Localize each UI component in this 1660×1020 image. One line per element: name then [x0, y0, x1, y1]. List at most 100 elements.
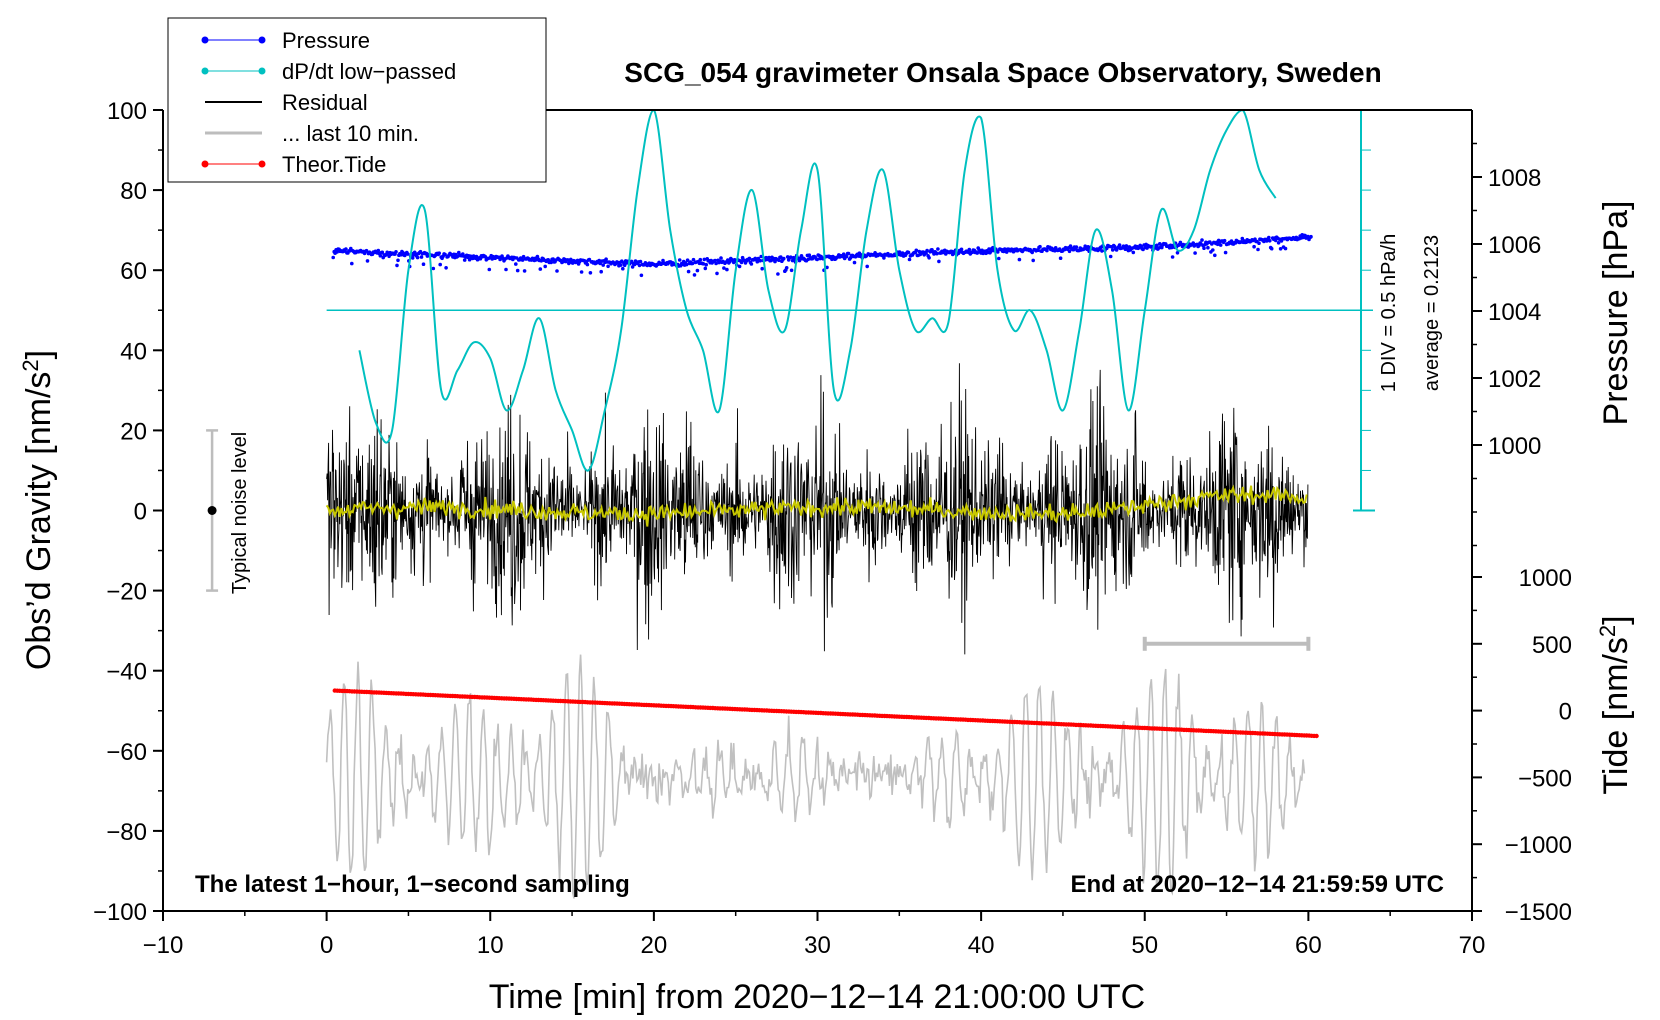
legend-label-pressure: Pressure — [282, 28, 370, 53]
pressure-point — [865, 264, 869, 269]
y-tick-label: 60 — [120, 258, 147, 285]
pressure-point — [462, 258, 467, 262]
pressure-point — [815, 257, 819, 262]
pressure-point — [1036, 248, 1040, 252]
tide-axis-title: Tide [nm/s2] — [1595, 615, 1635, 794]
pressure-point — [376, 248, 381, 253]
pressure-point — [410, 256, 415, 260]
pressure-point — [996, 250, 1000, 254]
pressure-point — [1030, 250, 1034, 255]
pressure-point — [1218, 243, 1223, 247]
pressure-point — [515, 268, 520, 273]
legend-item-last10: ... last 10 min. — [205, 121, 419, 146]
pressure-tick-label: 1002 — [1488, 366, 1541, 393]
pressure-point — [1278, 247, 1283, 251]
legend: Pressure dP/dt low−passed Residual ... l… — [167, 17, 547, 183]
pressure-point — [1193, 251, 1197, 255]
sampling-note: The latest 1−hour, 1−second sampling — [195, 871, 630, 898]
pressure-point — [395, 263, 399, 268]
y-tick-label: 40 — [120, 338, 147, 365]
pressure-point — [394, 250, 398, 254]
pressure-point — [1160, 245, 1164, 250]
pressure-point — [1257, 241, 1261, 245]
pressure-point — [419, 255, 424, 259]
y-tick-label: −100 — [93, 899, 147, 926]
pressure-point — [702, 257, 707, 262]
pressure-point — [1074, 245, 1079, 249]
tide-tick-label: 0 — [1559, 699, 1572, 726]
pressure-point — [597, 258, 601, 263]
pressure-point — [749, 262, 754, 266]
x-tick-label: 70 — [1459, 932, 1486, 959]
dpdt-curve — [358, 108, 1277, 472]
pressure-point — [331, 255, 336, 260]
pressure-point — [520, 258, 525, 262]
pressure-point — [789, 268, 794, 273]
x-tick-label: −10 — [143, 932, 184, 959]
pressure-point — [504, 267, 508, 272]
pressure-point — [421, 262, 426, 267]
x-tick-label: 30 — [804, 932, 831, 959]
pressure-point — [364, 248, 369, 253]
x-tick-label: 20 — [641, 932, 668, 959]
pressure-point — [637, 263, 642, 268]
pressure-point — [396, 258, 400, 263]
legend-marker-tide — [201, 160, 209, 168]
pressure-point — [630, 265, 635, 269]
pressure-point — [852, 260, 857, 265]
theoretical-tide-layer — [332, 688, 1319, 739]
pressure-point — [378, 254, 383, 258]
pressure-point — [989, 249, 993, 253]
legend-label-tide: Theor.Tide — [282, 152, 386, 177]
pressure-point — [698, 257, 703, 262]
pressure-point — [1213, 253, 1217, 258]
pressure-point — [1229, 239, 1234, 243]
pressure-point — [906, 250, 911, 255]
pressure-point — [1155, 243, 1159, 248]
pressure-point — [487, 267, 492, 272]
pressure-point — [1045, 248, 1049, 253]
y-tick-label: 80 — [120, 178, 147, 205]
y-axis-left-title: Obs’d Gravity [nm/s2] — [18, 350, 58, 670]
last-10-min-trace-layer — [325, 636, 1311, 899]
pressure-point — [722, 266, 726, 270]
x-axis-title: Time [min] from 2020−12−14 21:00:00 UTC — [489, 978, 1145, 1016]
pressure-point — [1100, 249, 1104, 253]
pressure-point — [737, 264, 742, 269]
pressure-point — [1256, 247, 1260, 252]
pressure-point — [1170, 255, 1175, 259]
legend-item-residual: Residual — [205, 90, 368, 115]
pressure-point — [685, 258, 690, 263]
pressure-point — [585, 262, 590, 267]
x-tick-label: 0 — [320, 932, 333, 959]
legend-marker-dpdt — [201, 67, 209, 75]
pressure-point — [776, 272, 780, 276]
legend-label-last10: ... last 10 min. — [282, 121, 419, 146]
pressure-point — [997, 256, 1001, 261]
legend-marker-dpdt-2 — [258, 67, 266, 75]
y-axis-left-title-superscript: 2 — [18, 359, 43, 371]
pressure-point — [1268, 239, 1272, 243]
pressure-point — [1058, 256, 1063, 261]
noise-level-label: Typical noise level — [229, 432, 251, 594]
pressure-point — [925, 248, 929, 253]
pressure-point — [638, 259, 643, 264]
pressure-point — [406, 252, 410, 256]
y-tick-label: −40 — [106, 659, 147, 686]
pressure-point — [825, 265, 829, 270]
pressure-point — [588, 271, 593, 275]
pressure-point — [882, 256, 886, 260]
pressure-point — [1038, 244, 1042, 249]
pressure-point — [719, 256, 723, 260]
pressure-axis-title: Pressure [hPa] — [1597, 201, 1635, 426]
chart-title: SCG_054 gravimeter Onsala Space Observat… — [624, 57, 1381, 88]
x-tick-label: 10 — [477, 932, 504, 959]
pressure-point — [1240, 236, 1245, 241]
pressure-point — [1211, 248, 1215, 252]
tide-tick-label: −500 — [1518, 765, 1572, 792]
pressure-point — [579, 270, 584, 274]
pressure-point — [350, 261, 354, 266]
pressure-point — [474, 254, 479, 259]
pressure-point — [661, 258, 665, 263]
pressure-point — [844, 254, 849, 259]
